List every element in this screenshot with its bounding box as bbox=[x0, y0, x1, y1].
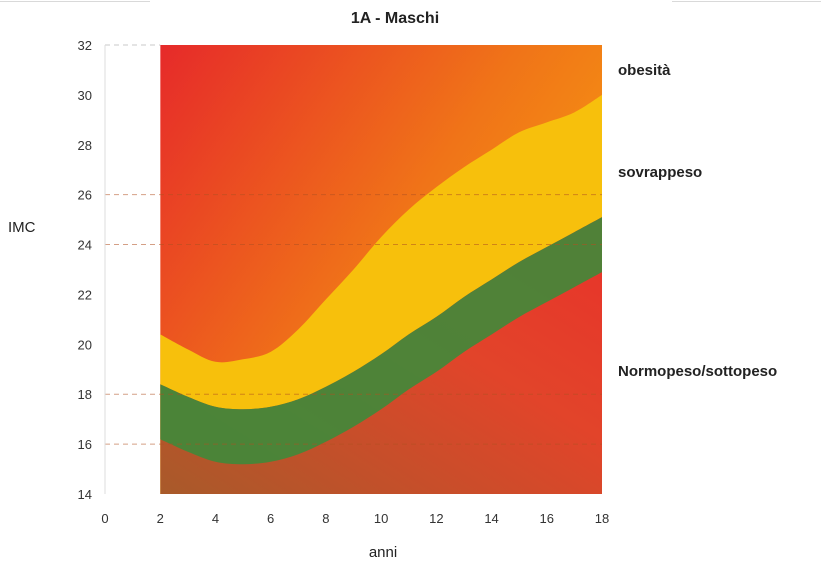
y-tick-label: 32 bbox=[78, 38, 92, 53]
dashed-gridlines bbox=[105, 44, 602, 445]
frame-top-left-line bbox=[0, 1, 150, 2]
y-axis-label: IMC bbox=[8, 219, 36, 236]
y-axis-ticks: 14 16 18 20 22 24 26 28 30 32 bbox=[78, 38, 92, 502]
x-axis-ticks: 0 2 4 6 8 10 12 14 16 18 bbox=[101, 511, 609, 526]
y-tick-label: 18 bbox=[78, 387, 92, 402]
y-tick-label: 16 bbox=[78, 437, 92, 452]
plot-area bbox=[160, 45, 602, 494]
y-tick-label: 24 bbox=[78, 238, 92, 253]
x-tick-label: 2 bbox=[157, 511, 164, 526]
x-tick-label: 0 bbox=[101, 511, 108, 526]
x-tick-label: 16 bbox=[540, 511, 554, 526]
y-tick-label: 28 bbox=[78, 138, 92, 153]
zone-label-normopeso: Normopeso/sottopeso bbox=[618, 363, 777, 380]
y-tick-label: 26 bbox=[78, 188, 92, 203]
normopeso-green-band bbox=[160, 217, 602, 465]
x-tick-label: 18 bbox=[595, 511, 609, 526]
x-tick-label: 6 bbox=[267, 511, 274, 526]
x-tick-label: 10 bbox=[374, 511, 388, 526]
zone-label-sovrappeso: sovrappeso bbox=[618, 164, 702, 181]
x-tick-label: 8 bbox=[322, 511, 329, 526]
x-tick-label: 14 bbox=[484, 511, 498, 526]
x-tick-label: 4 bbox=[212, 511, 219, 526]
y-tick-label: 20 bbox=[78, 337, 92, 352]
frame-top-right-line bbox=[672, 1, 821, 2]
y-tick-label: 30 bbox=[78, 88, 92, 103]
chart-title: 1A - Maschi bbox=[351, 10, 439, 27]
x-axis-label: anni bbox=[369, 544, 397, 561]
y-tick-label: 14 bbox=[78, 487, 92, 502]
x-tick-label: 12 bbox=[429, 511, 443, 526]
zone-label-obesita: obesità bbox=[618, 62, 671, 79]
y-tick-label: 22 bbox=[78, 287, 92, 302]
